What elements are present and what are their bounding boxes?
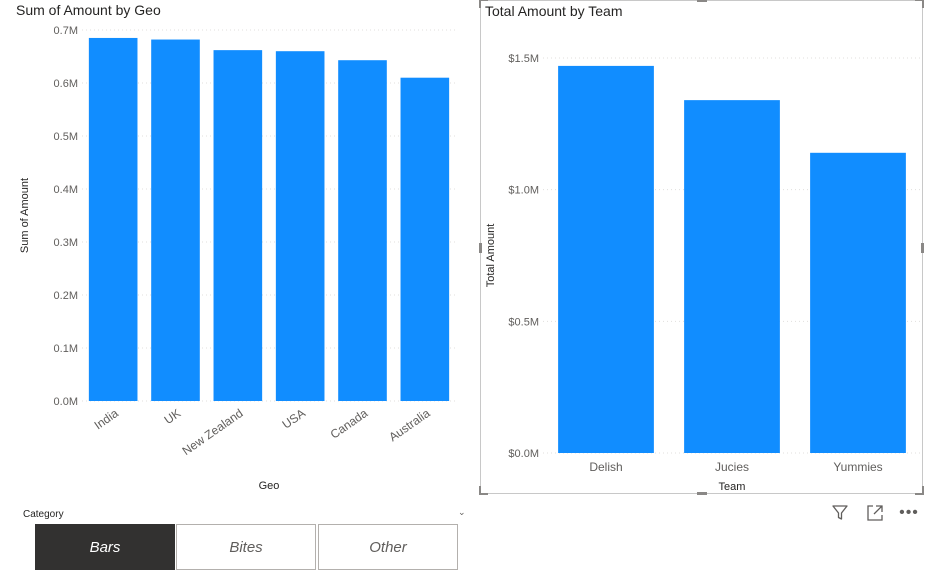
resize-handle-left[interactable] bbox=[479, 243, 482, 253]
slicer-tile-other[interactable]: Other bbox=[318, 524, 458, 570]
geo-chart-svg: 0.0M 0.1M 0.2M 0.3M 0.4M 0.5M 0.6M 0.7M India UKN… bbox=[19, 25, 456, 492]
team-chart-title: Total Amount by Team bbox=[485, 3, 623, 19]
resize-handle-top-right[interactable] bbox=[915, 0, 924, 8]
resize-handle-bottom-right[interactable] bbox=[915, 486, 924, 495]
x-tick-label: Jucies bbox=[715, 460, 749, 474]
chevron-down-icon[interactable]: ⌄ bbox=[458, 507, 466, 517]
x-tick-label: Australia bbox=[386, 406, 433, 444]
resize-handle-top[interactable] bbox=[697, 0, 707, 2]
focus-mode-icon[interactable] bbox=[864, 502, 886, 524]
bar-australia[interactable] bbox=[400, 77, 450, 401]
slicer-tile-bites[interactable]: Bites bbox=[176, 524, 316, 570]
y-tick-label: 0.7M bbox=[54, 25, 78, 37]
x-tick-label: USA bbox=[280, 406, 308, 432]
y-tick-label: 0.3M bbox=[54, 237, 78, 249]
y-tick-label: $0.0M bbox=[508, 448, 539, 460]
y-axis-title: Total Amount bbox=[485, 224, 497, 288]
x-tick-label: Canada bbox=[328, 406, 371, 442]
geo-chart-title: Sum of Amount by Geo bbox=[16, 2, 161, 18]
x-axis-title: Geo bbox=[259, 480, 280, 492]
filter-icon[interactable] bbox=[829, 502, 851, 524]
y-tick-label: 0.0M bbox=[54, 396, 78, 408]
slicer-tile-bars[interactable]: Bars bbox=[35, 524, 175, 570]
resize-handle-top-left[interactable] bbox=[479, 0, 488, 8]
y-tick-label: 0.1M bbox=[54, 343, 78, 355]
bar-uk[interactable] bbox=[151, 39, 200, 401]
slicer-header: Category bbox=[23, 509, 64, 520]
x-tick-label: Delish bbox=[589, 460, 622, 474]
team-chart-svg: $0.0M $0.5M $1.0M $1.5M Delish Jucies Yummies T… bbox=[485, 53, 921, 493]
y-tick-label: 0.6M bbox=[54, 78, 78, 90]
y-tick-label: 0.4M bbox=[54, 184, 78, 196]
y-tick-label: $1.5M bbox=[508, 53, 539, 65]
x-axis-title: Team bbox=[719, 481, 746, 493]
bar-new-zealand[interactable] bbox=[213, 50, 263, 401]
bar-jucies[interactable] bbox=[684, 100, 780, 453]
category-slicer[interactable]: Category ⌄ Bars Bites Other bbox=[20, 506, 470, 571]
team-chart-visual[interactable]: Total Amount by Team $0.0M $0.5M $1.0M $1.5… bbox=[479, 0, 924, 495]
bar-yummies[interactable] bbox=[810, 152, 906, 454]
y-axis-title: Sum of Amount bbox=[19, 178, 31, 253]
bar-delish[interactable] bbox=[558, 65, 654, 454]
y-tick-label: $0.5M bbox=[508, 316, 539, 328]
bar-usa[interactable] bbox=[275, 51, 325, 401]
y-tick-label: $1.0M bbox=[508, 185, 539, 197]
x-tick-label: New Zealand bbox=[180, 406, 246, 458]
bar-canada[interactable] bbox=[338, 60, 387, 402]
resize-handle-bottom[interactable] bbox=[697, 492, 707, 495]
bar-india[interactable] bbox=[88, 37, 138, 401]
y-tick-label: 0.2M bbox=[54, 290, 78, 302]
x-tick-label: UK bbox=[162, 406, 184, 427]
resize-handle-bottom-left[interactable] bbox=[479, 486, 488, 495]
x-tick-label: Yummies bbox=[833, 460, 882, 474]
y-tick-label: 0.5M bbox=[54, 131, 78, 143]
resize-handle-right[interactable] bbox=[921, 243, 924, 253]
geo-chart-visual[interactable]: Sum of Amount by Geo 0.0M 0.1M 0.2M 0.3M 0.4… bbox=[0, 0, 470, 500]
more-options-icon[interactable]: ••• bbox=[899, 504, 919, 521]
x-tick-label: India bbox=[92, 406, 122, 433]
